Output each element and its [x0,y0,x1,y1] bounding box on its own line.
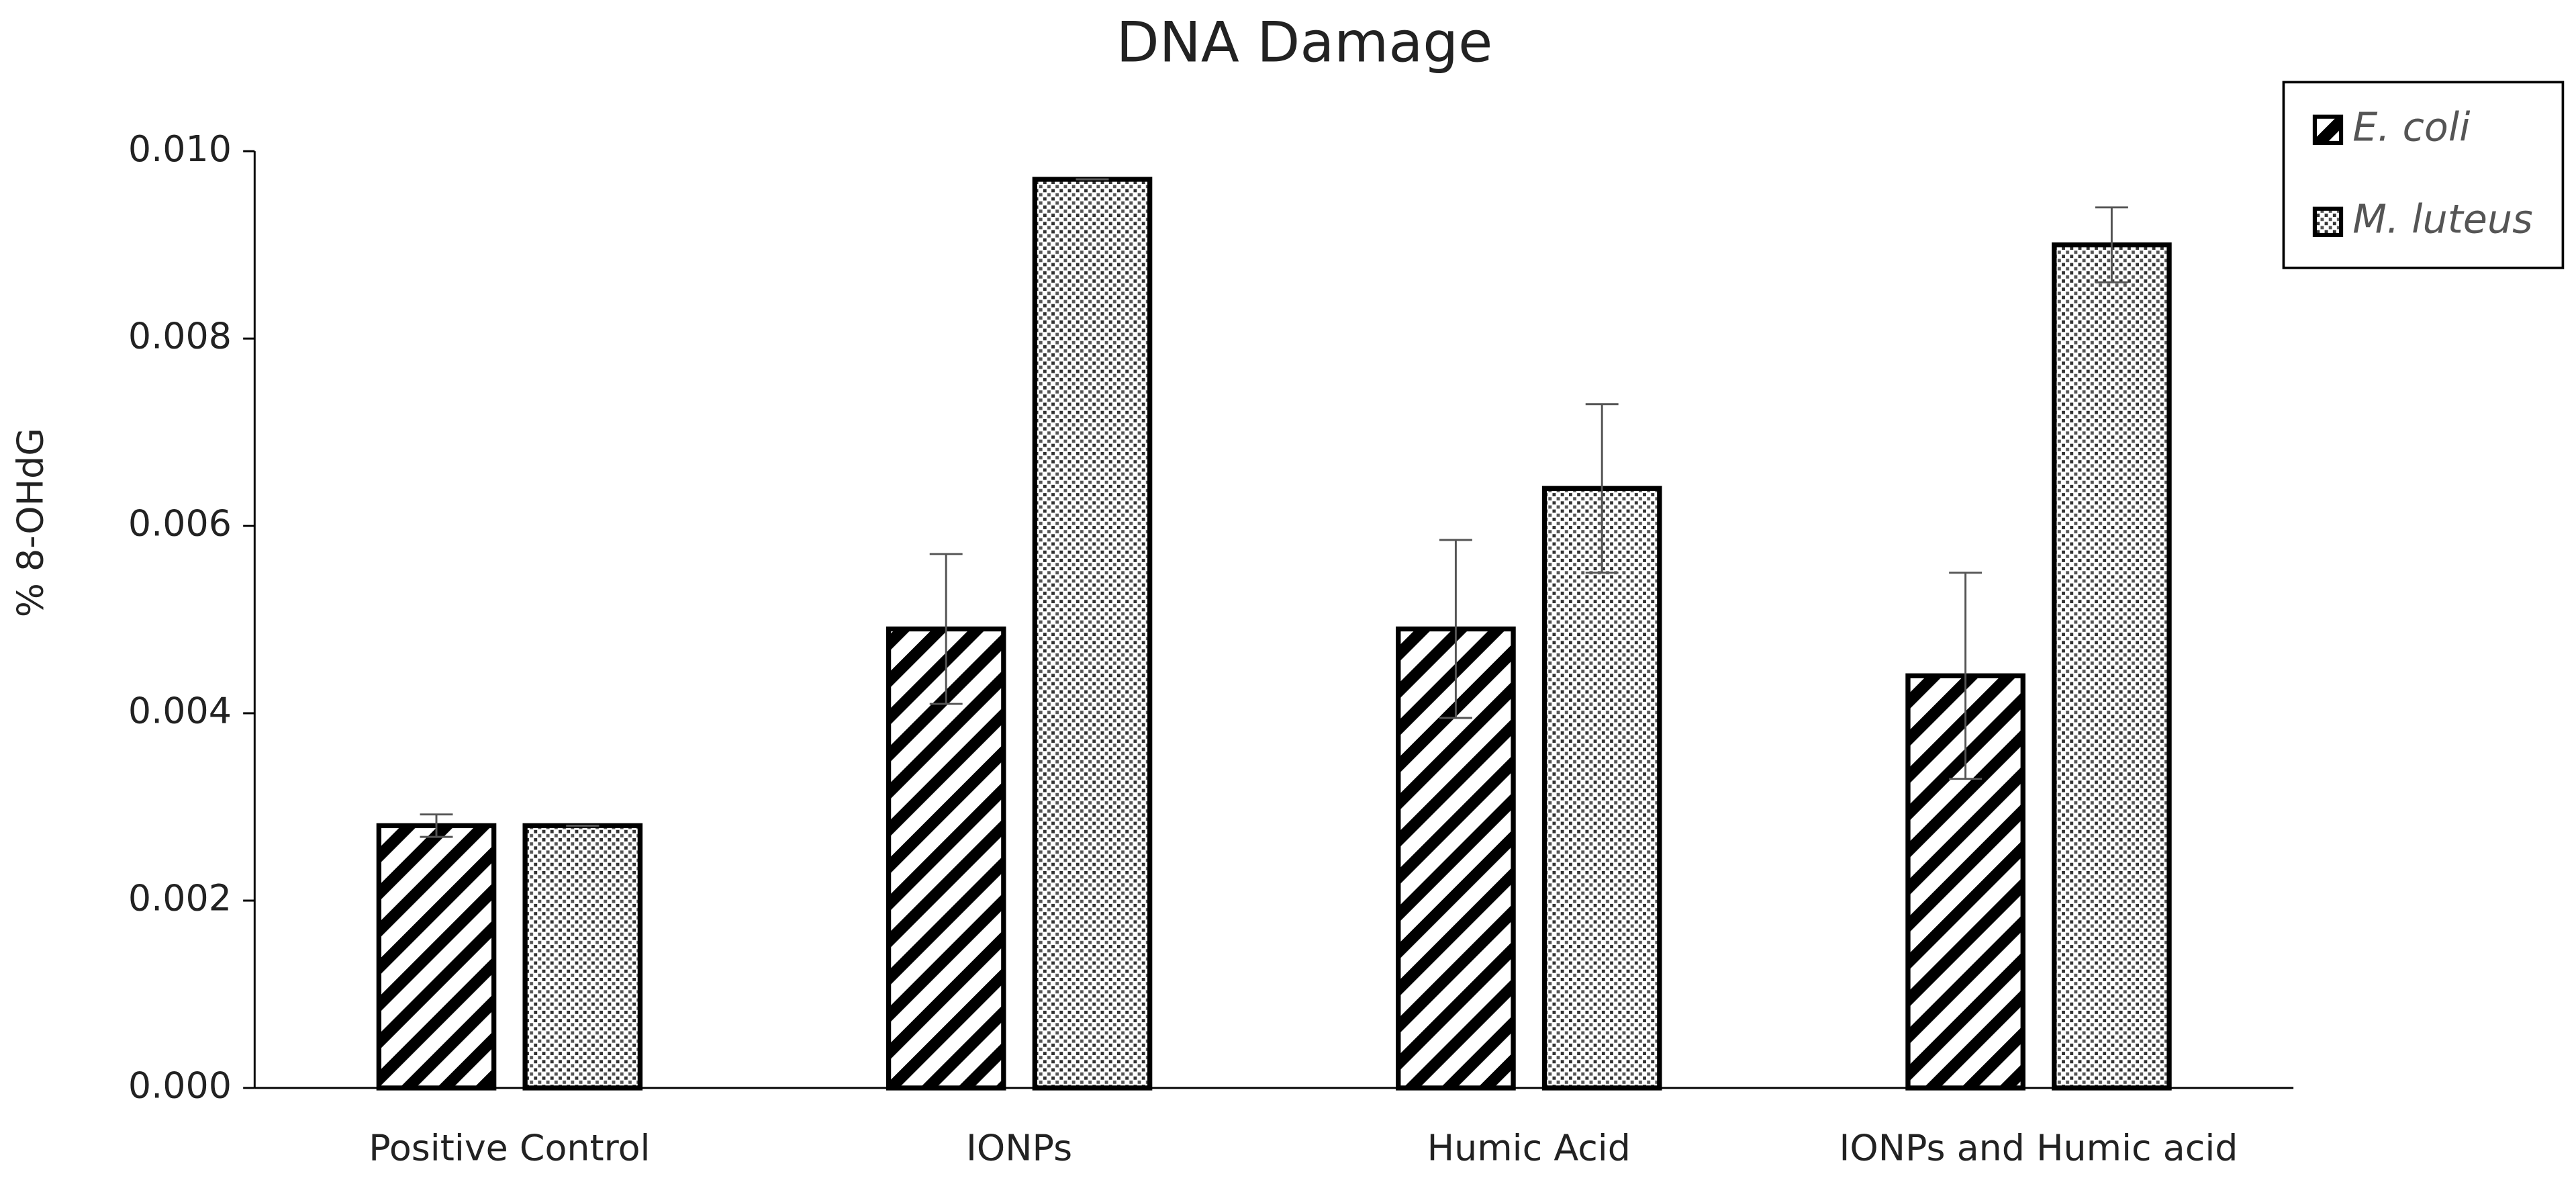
error-bar [2095,206,2128,283]
legend-swatch [2312,114,2344,145]
error-bar [1439,539,1472,719]
x-tick-label: Positive Control [369,1127,650,1169]
bar [1032,177,1153,1091]
x-tick-label: Humic Acid [1427,1127,1631,1169]
y-tick-label: 0.004 [128,690,232,732]
y-tick-label: 0.010 [128,128,232,170]
error-bar [1585,403,1619,574]
bar [2052,242,2172,1091]
y-tick-label: 0.008 [128,315,232,357]
x-tick-label: IONPs [966,1127,1072,1169]
legend-text: E. coli [2352,103,2471,150]
bar [376,823,497,1091]
legend-text: M. luteus [2352,195,2532,242]
bar [1396,626,1516,1091]
bar [522,823,643,1091]
error-bar [1949,572,1983,780]
y-tick-label: 0.000 [128,1064,232,1107]
error-bar [929,553,963,705]
chart-title: DNA Damage [1116,9,1493,75]
x-tick-label: IONPs and Humic acid [1840,1127,2238,1169]
bar [886,626,1006,1091]
y-tick-label: 0.006 [128,502,232,545]
error-bar [420,813,453,838]
y-axis-label: % 8-OHdG [9,428,52,617]
legend-swatch [2312,206,2344,237]
y-tick-label: 0.002 [128,877,232,919]
bar [1541,486,1662,1091]
